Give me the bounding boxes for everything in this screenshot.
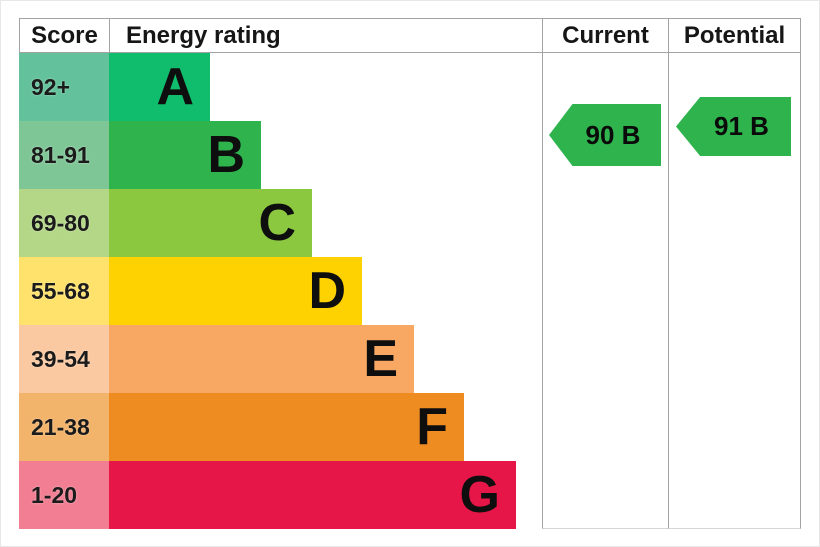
energy-rating-column-header: Energy rating — [109, 19, 542, 52]
score-range: 21-38 — [19, 393, 109, 461]
grade-letter: E — [363, 330, 398, 388]
score-range: 55-68 — [19, 257, 109, 325]
score-range: 92+ — [19, 53, 109, 121]
band-row-f: 21-38 F — [19, 393, 801, 461]
score-range: 69-80 — [19, 189, 109, 257]
rating-bar-g: G — [109, 461, 516, 529]
chart-body: 92+ A 81-91 B 69-80 C 55-68 D 39-54 E 21-38 F 1-20 G 9… — [19, 53, 801, 529]
grade-letter: A — [156, 58, 194, 116]
grade-letter: C — [258, 194, 296, 252]
score-range: 39-54 — [19, 325, 109, 393]
grade-letter: F — [416, 398, 448, 456]
score-column-header: Score — [19, 19, 109, 52]
band-row-c: 69-80 C — [19, 189, 801, 257]
potential-rating-label: 91 B — [714, 111, 769, 141]
rating-bar-a: A — [109, 53, 210, 121]
band-row-b: 81-91 B — [19, 121, 801, 189]
potential-column-header: Potential — [668, 19, 801, 52]
score-range: 1-20 — [19, 461, 109, 529]
grade-letter: B — [207, 126, 245, 184]
grade-letter: D — [308, 262, 346, 320]
current-rating-label: 90 B — [585, 119, 641, 150]
rating-bar-c: C — [109, 189, 312, 257]
band-row-e: 39-54 E — [19, 325, 801, 393]
current-column — [542, 53, 668, 529]
current-rating-arrow: 90 B — [549, 104, 661, 166]
potential-rating-arrow: 91 B — [676, 97, 791, 156]
rating-bar-f: F — [109, 393, 464, 461]
epc-table: Score Energy rating Current Potential 92… — [19, 18, 801, 529]
band-row-a: 92+ A — [19, 53, 801, 121]
score-range: 81-91 — [19, 121, 109, 189]
rating-bar-e: E — [109, 325, 414, 393]
current-column-header: Current — [542, 19, 668, 52]
rating-bar-d: D — [109, 257, 362, 325]
band-row-g: 1-20 G — [19, 461, 801, 529]
grade-letter: G — [459, 466, 500, 524]
rating-bar-b: B — [109, 121, 261, 189]
potential-column — [668, 53, 801, 529]
table-header-row: Score Energy rating Current Potential — [19, 18, 801, 53]
band-row-d: 55-68 D — [19, 257, 801, 325]
